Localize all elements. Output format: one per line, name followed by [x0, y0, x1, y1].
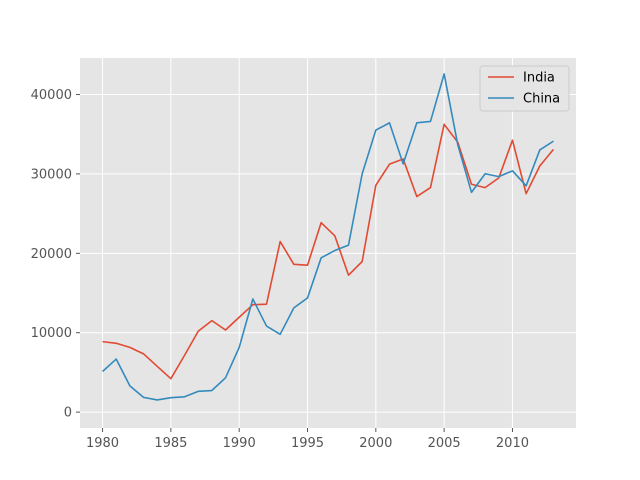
- y-tick-label: 10000: [31, 326, 72, 341]
- series-line-china: [102, 73, 554, 401]
- grid: [80, 58, 576, 428]
- y-tick-label: 0: [64, 406, 72, 421]
- y-tick-label: 40000: [31, 88, 72, 103]
- x-tick-label: 2005: [428, 436, 461, 451]
- x-tick-label: 1990: [223, 436, 256, 451]
- legend-label-china: China: [523, 92, 560, 107]
- legend: India China: [479, 65, 570, 112]
- series-line-india: [102, 123, 555, 380]
- plot-area: [80, 58, 576, 428]
- x-tick-label: 1995: [291, 436, 324, 451]
- axis-ticks: 1980 1985 1990 1995 2000 2005 2010 0 10000 20000 3…: [31, 88, 529, 451]
- x-tick-label: 1980: [86, 436, 119, 451]
- series-layer: [102, 73, 555, 401]
- x-tick-label: 2000: [359, 436, 392, 451]
- x-tick-label: 2010: [496, 436, 529, 451]
- y-tick-label: 20000: [31, 247, 72, 262]
- x-tick-label: 1985: [154, 436, 187, 451]
- y-tick-label: 30000: [31, 167, 72, 182]
- legend-label-india: India: [523, 71, 555, 86]
